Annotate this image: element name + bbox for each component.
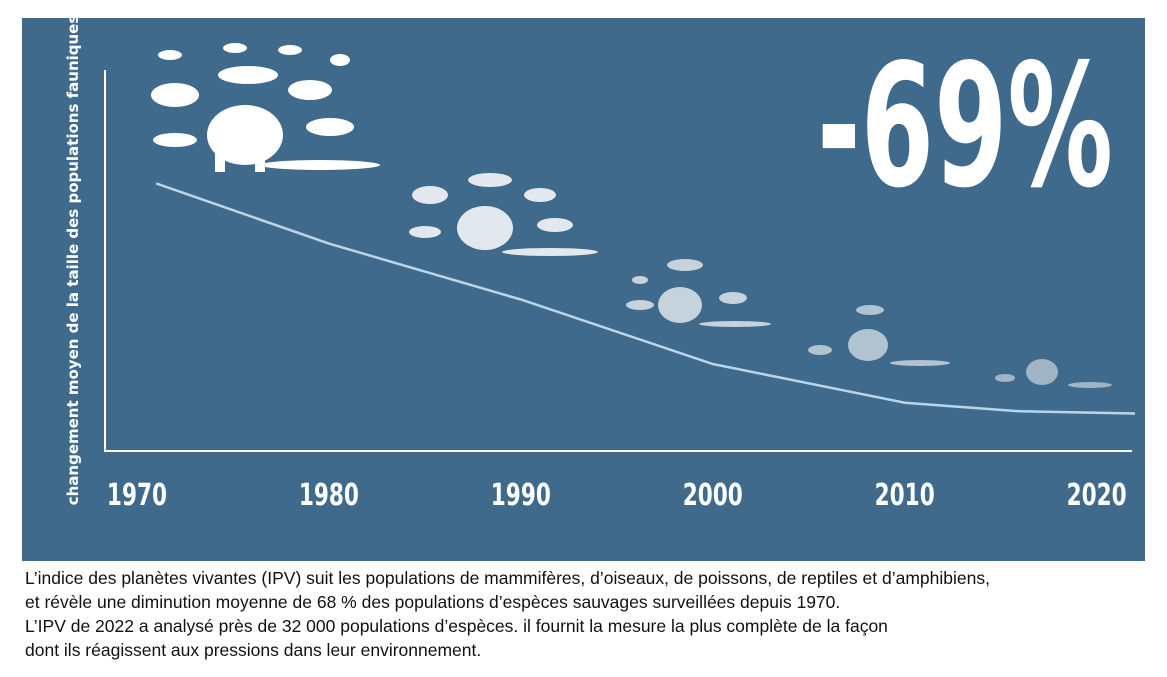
animals-2000 xyxy=(808,305,950,366)
x-tick-label: 1980 xyxy=(299,479,359,513)
headline: -69% xyxy=(817,29,1113,226)
caption-line: dont ils réagissent aux pressions dans l… xyxy=(25,640,481,660)
x-tick-label: 2010 xyxy=(875,479,935,513)
x-tick-label: 1990 xyxy=(491,479,551,513)
panel xyxy=(22,18,1145,561)
animals-2010 xyxy=(995,359,1112,388)
caption-line: L’indice des planètes vivantes (IPV) sui… xyxy=(25,568,990,588)
x-tick-label: 2000 xyxy=(683,479,743,513)
caption-line: et révèle une diminution moyenne de 68 %… xyxy=(25,592,840,612)
animals-1990 xyxy=(626,259,771,327)
animals-1980 xyxy=(409,173,598,256)
caption-line: L’IPV de 2022 a analysé près de 32 000 p… xyxy=(25,616,888,636)
x-tick-label: 2020 xyxy=(1067,479,1127,513)
animals-1970 xyxy=(151,43,380,172)
y-axis-label: changement moyen de la taille des popula… xyxy=(64,15,82,506)
animal-clusters xyxy=(151,43,1112,388)
x-tick-label: 1970 xyxy=(107,479,167,513)
data-line xyxy=(155,182,1136,415)
caption: L’indice des planètes vivantes (IPV) sui… xyxy=(25,568,990,660)
